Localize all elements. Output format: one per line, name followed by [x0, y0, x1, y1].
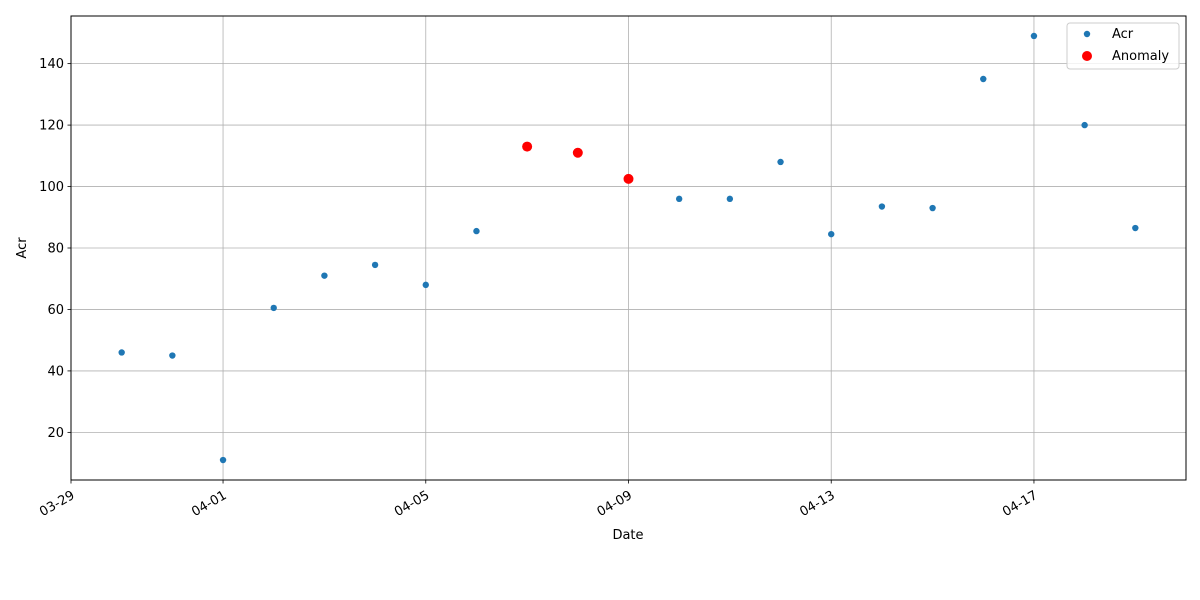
acr-point — [828, 230, 835, 238]
acr-point — [675, 195, 683, 203]
legend-label-acr: Acr — [1112, 27, 1134, 42]
acr-point — [118, 349, 125, 356]
acr-point — [371, 261, 379, 269]
acr-point — [321, 272, 328, 279]
acr-point — [980, 75, 987, 83]
acr-point — [169, 352, 176, 359]
y-tick-label: 80 — [47, 242, 64, 257]
anomaly-point — [522, 141, 533, 152]
plot-frame — [70, 15, 1187, 481]
acr-point — [1030, 32, 1038, 40]
acr-point — [219, 456, 227, 464]
acr-point — [1081, 121, 1088, 129]
y-tick-label: 140 — [39, 57, 64, 72]
legend-label-anomaly: Anomaly — [1112, 49, 1169, 64]
y-tick-label: 100 — [39, 180, 64, 195]
y-tick-label: 120 — [39, 119, 64, 134]
x-axis-label: Date — [612, 528, 643, 543]
acr-point — [777, 158, 784, 166]
legend: Acr Anomaly — [1066, 22, 1180, 70]
anomaly-point — [623, 173, 634, 184]
y-tick-label: 60 — [47, 303, 64, 318]
acr-point — [929, 204, 936, 212]
acr-point — [1132, 224, 1139, 232]
y-axis-label: Acr — [15, 237, 30, 259]
anomaly-point — [572, 147, 583, 158]
data-points — [118, 32, 1139, 464]
legend-box — [1066, 22, 1180, 70]
grid-lines — [71, 16, 1186, 480]
acr-point — [422, 281, 429, 289]
acr-point — [270, 304, 277, 312]
legend-marker-acr — [1083, 30, 1091, 38]
acr-point — [473, 227, 480, 235]
acr-point — [878, 203, 886, 210]
y-tick-label: 40 — [47, 364, 64, 379]
legend-marker-anomaly — [1082, 51, 1092, 61]
y-tick-label: 20 — [47, 426, 64, 441]
acr-point — [726, 195, 734, 203]
